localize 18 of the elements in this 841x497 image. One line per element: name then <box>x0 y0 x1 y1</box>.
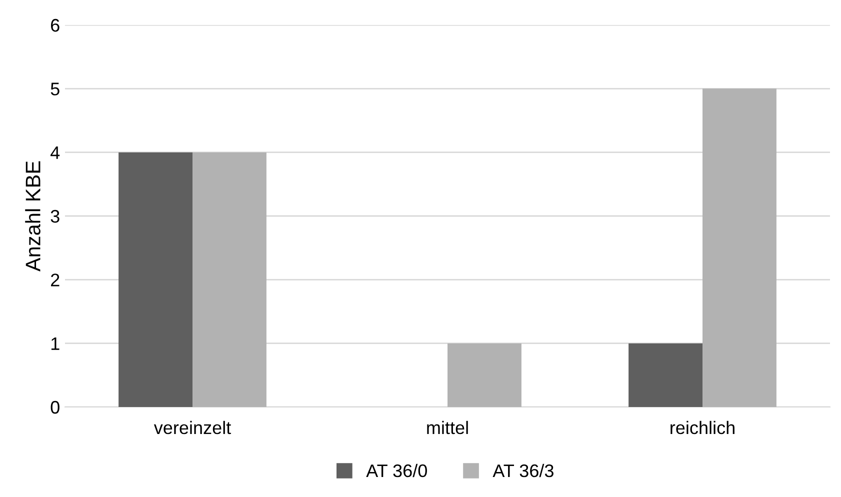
x-tick-label: vereinzelt <box>154 420 232 434</box>
bar <box>702 88 776 407</box>
y-tick-label: 0 <box>50 400 60 414</box>
bar <box>118 152 192 407</box>
legend-label: AT 36/3 <box>492 464 554 478</box>
y-tick-label: 5 <box>50 82 60 96</box>
x-tick-label: reichlich <box>670 420 734 434</box>
y-tick-label: 3 <box>50 210 60 223</box>
x-tick-label: mittel <box>427 420 468 434</box>
y-tick-label: 6 <box>51 18 60 32</box>
bar <box>628 343 702 407</box>
bar <box>192 152 266 407</box>
legend-label: AT 36/0 <box>366 464 427 478</box>
bar <box>448 343 522 407</box>
y-tick-label: 4 <box>50 146 60 159</box>
y-axis-title: Anzahl KBE <box>25 161 40 272</box>
y-tick-label: 1 <box>51 337 60 350</box>
y-tick-label: 2 <box>51 274 60 286</box>
